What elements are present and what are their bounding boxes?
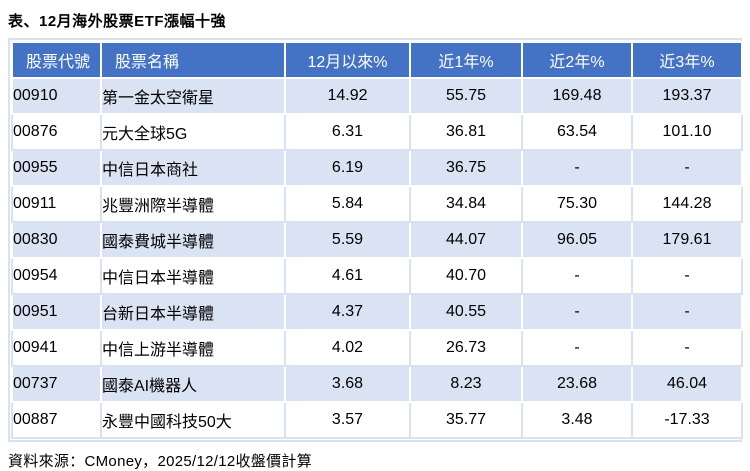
table-row: 00951 台新日本半導體 4.37 40.55- - [11,293,743,331]
table-row: 00954 中信日本半導體 4.61 40.70- - [11,257,743,295]
table-header: 股票代號 股票名稱 12月以來% 近1年% 近2年% 近3年% [11,41,743,79]
cell-1yr: 55.75 [409,77,523,115]
cell-1yr: 34.84 [409,185,523,223]
cell-2yr: - [521,293,633,331]
cell-1yr: 36.75 [409,149,523,187]
source-note: 資料來源：CMoney，2025/12/12收盤價計算 [8,453,313,470]
cell-name: 永豐中國科技50大 [100,401,286,439]
cell-name: 中信上游半導體 [100,329,286,367]
cell-code: 00941 [11,329,102,367]
table-row: 00910 第一金太空衛星 14.92 55.75 169.48 193.37 [11,77,743,115]
table-row: 00737 國泰AI機器人 3.68 8.23 23.68 46.04 [11,365,743,403]
cell-name: 台新日本半導體 [100,293,286,331]
cell-2yr: - [521,329,633,367]
cell-1yr: 35.77 [409,401,523,439]
column-header-1yr: 近1年% [409,41,523,79]
table-row: 00911 兆豐洲際半導體 5.84 34.84 75.30 144.28 [11,185,743,223]
cell-3yr: 144.28 [631,185,743,223]
cell-2yr: 96.05 [521,221,633,259]
cell-code: 00887 [11,401,102,439]
header-row: 股票代號 股票名稱 12月以來% 近1年% 近2年% 近3年% [11,41,743,79]
cell-3yr: - [631,149,743,187]
cell-2yr: 23.68 [521,365,633,403]
cell-code: 00830 [11,221,102,259]
cell-3yr: - [631,293,743,331]
cell-code: 00737 [11,365,102,403]
cell-3yr: -17.33 [631,401,743,439]
cell-code: 00910 [11,77,102,115]
cell-name: 中信日本商社 [100,149,286,187]
cell-1yr: 40.70 [409,257,523,295]
table-row: 00887 永豐中國科技50大 3.57 35.77 3.48 -17.33 [11,401,743,439]
column-header-name: 股票名稱 [100,41,286,79]
cell-2yr: - [521,149,633,187]
cell-2yr: 63.54 [521,113,633,151]
cell-since-dec: 4.37 [284,293,411,331]
table-row: 00941 中信上游半導體 4.02 26.73- - [11,329,743,367]
cell-since-dec: 3.68 [284,365,411,403]
cell-name: 兆豐洲際半導體 [100,185,286,223]
column-header-2yr: 近2年% [521,41,633,79]
cell-name: 第一金太空衛星 [100,77,286,115]
cell-3yr: - [631,329,743,367]
table-row: 00876 元大全球5G 6.31 36.81 63.54 101.10 [11,113,743,151]
column-header-code: 股票代號 [11,41,102,79]
cell-code: 00911 [11,185,102,223]
etf-table: 股票代號 股票名稱 12月以來% 近1年% 近2年% 近3年% 00910 第一金… [11,41,743,439]
table-title: 表、12月海外股票ETF漲幅十強 [8,13,227,30]
table-row: 00830 國泰費城半導體 5.59 44.07 96.05 179.61 [11,221,743,259]
cell-name: 元大全球5G [100,113,286,151]
cell-name: 國泰費城半導體 [100,221,286,259]
cell-since-dec: 4.61 [284,257,411,295]
cell-name: 國泰AI機器人 [100,365,286,403]
cell-1yr: 8.23 [409,365,523,403]
cell-code: 00951 [11,293,102,331]
cell-since-dec: 5.84 [284,185,411,223]
table-body: 00910 第一金太空衛星 14.92 55.75 169.48 193.37 00876 元… [11,77,743,439]
etf-table-container: 股票代號 股票名稱 12月以來% 近1年% 近2年% 近3年% 00910 第一金… [8,38,743,442]
table-row: 00955 中信日本商社 6.19 36.75- - [11,149,743,187]
cell-1yr: 40.55 [409,293,523,331]
cell-code: 00955 [11,149,102,187]
cell-2yr: 3.48 [521,401,633,439]
column-header-since-dec: 12月以來% [284,41,411,79]
cell-1yr: 44.07 [409,221,523,259]
cell-since-dec: 6.31 [284,113,411,151]
cell-name: 中信日本半導體 [100,257,286,295]
cell-code: 00876 [11,113,102,151]
cell-3yr: 179.61 [631,221,743,259]
cell-since-dec: 14.92 [284,77,411,115]
cell-code: 00954 [11,257,102,295]
cell-2yr: 169.48 [521,77,633,115]
cell-3yr: 101.10 [631,113,743,151]
cell-2yr: 75.30 [521,185,633,223]
column-header-3yr: 近3年% [631,41,743,79]
cell-3yr: - [631,257,743,295]
cell-3yr: 46.04 [631,365,743,403]
cell-since-dec: 6.19 [284,149,411,187]
cell-since-dec: 4.02 [284,329,411,367]
cell-since-dec: 3.57 [284,401,411,439]
cell-since-dec: 5.59 [284,221,411,259]
cell-3yr: 193.37 [631,77,743,115]
cell-2yr: - [521,257,633,295]
cell-1yr: 36.81 [409,113,523,151]
cell-1yr: 26.73 [409,329,523,367]
